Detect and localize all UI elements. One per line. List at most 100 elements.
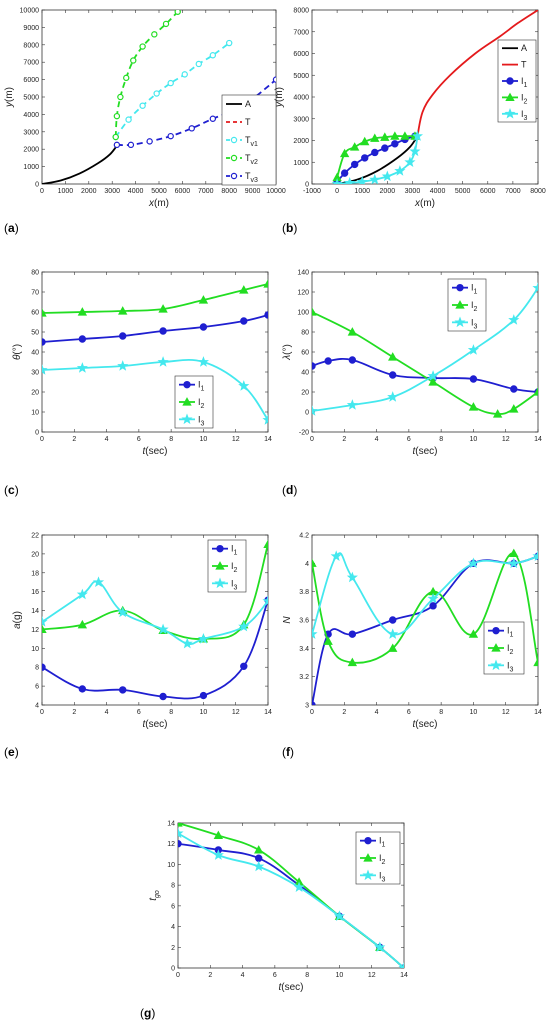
series-line-A <box>42 145 118 184</box>
data-point-I1 <box>348 630 357 638</box>
legend-label-I1: I1 <box>379 836 386 849</box>
data-point-I3 <box>387 628 399 639</box>
series-line-Tv2 <box>114 11 179 138</box>
y-tick-label: 80 <box>301 330 309 337</box>
data-point-I1 <box>264 311 268 319</box>
x-tick-label: 6 <box>407 436 411 443</box>
x-tick-label: 12 <box>232 709 240 716</box>
legend-label-I1: I1 <box>231 544 238 557</box>
panel-label-d: (d) <box>282 483 297 497</box>
data-point-I2 <box>77 307 88 316</box>
legend-marker-I1 <box>183 380 191 389</box>
panel-label-g: (g) <box>140 1006 155 1020</box>
data-point-I1 <box>178 840 182 848</box>
data-point-I1 <box>159 692 167 701</box>
legend-e: I1 I2 I3 <box>207 539 247 593</box>
data-point-I2 <box>350 142 360 151</box>
plot-area-f <box>311 534 539 706</box>
y-tick-label: 4.2 <box>299 533 309 540</box>
data-point-I1 <box>119 332 127 340</box>
y-tick-label: 4 <box>171 924 175 931</box>
data-point-I3 <box>253 860 265 872</box>
data-point-I3 <box>76 588 88 600</box>
data-point-I1 <box>340 169 349 177</box>
y-tick-label: 3000 <box>293 116 309 123</box>
data-point-I2 <box>42 624 47 634</box>
data-point-I3 <box>42 616 48 627</box>
data-point-I1 <box>350 160 359 169</box>
data-point-Tv1 <box>209 52 217 59</box>
data-point-I1 <box>389 371 397 379</box>
series-group-c <box>42 279 268 425</box>
data-point-I2 <box>380 132 390 141</box>
legend-label-Tv3: Tv3 <box>245 171 258 184</box>
x-tick-label: 8 <box>169 436 173 443</box>
data-point-Tv1 <box>153 90 160 97</box>
x-axis-label: t(sec) <box>142 446 167 457</box>
y-axis-label: θ(°) <box>12 344 23 360</box>
y-tick-label: 4000 <box>293 95 309 102</box>
legend-label-A: A <box>521 43 527 53</box>
data-point-Tv2 <box>162 20 170 28</box>
data-point-Tv3 <box>188 125 195 132</box>
legend-label-I2: I2 <box>521 92 528 105</box>
x-tick-label: 5000 <box>455 188 471 195</box>
data-point-Tv3 <box>113 141 121 149</box>
y-tick-label: 3 <box>305 703 309 710</box>
legend-marker-I1 <box>364 836 372 845</box>
y-tick-label: 12 <box>31 627 39 634</box>
data-point-I1 <box>42 663 46 671</box>
data-point-I3 <box>92 576 105 587</box>
x-tick-label: 4000 <box>430 188 446 195</box>
x-tick-label: 4 <box>105 436 109 443</box>
y-axis-label: N <box>282 616 293 624</box>
data-point-I1 <box>312 362 316 370</box>
y-tick-label: 70 <box>31 290 39 297</box>
x-tick-label: 2000 <box>380 188 396 195</box>
y-tick-label: 0 <box>305 410 309 417</box>
data-point-I1 <box>391 140 399 148</box>
x-tick-label: 8 <box>439 709 443 716</box>
data-point-Tv3 <box>209 115 217 122</box>
data-point-I3 <box>344 177 356 184</box>
x-tick-label: 2 <box>208 972 212 979</box>
y-axis-label: y(m) <box>4 87 15 108</box>
legend-label-I2: I2 <box>198 397 205 410</box>
data-point-I3 <box>532 282 538 293</box>
chart-panel-e: 0 2 4 6 8 10 12 14 4 6 8 10 12 14 16 18 20 22 t(sec) a(g) I1… <box>4 533 272 760</box>
data-point-I1 <box>312 701 316 705</box>
data-point-Tv1 <box>195 60 202 68</box>
chart-panel-a: 0 1000 2000 3000 4000 5000 6000 7000 8000 9000 100… <box>4 8 286 236</box>
data-point-I3 <box>117 360 129 371</box>
series-line-T <box>416 10 538 137</box>
legend-marker-I2 <box>491 643 501 652</box>
data-point-I2 <box>390 131 400 140</box>
data-point-I2 <box>213 830 224 840</box>
legend-marker-I2 <box>182 397 192 406</box>
y-tick-label: 14 <box>167 821 175 828</box>
legend-g: I1 I2 I3 <box>355 831 401 885</box>
chart-panel-f: 0 2 4 6 8 10 12 1433.23.43.63.844.2t(sec)NI1I2I… <box>282 533 542 760</box>
x-tick-label: 2 <box>342 436 346 443</box>
y-tick-label: 9000 <box>23 25 39 32</box>
x-tick-label: 8 <box>305 972 309 979</box>
data-point-I2 <box>263 539 268 549</box>
y-tick-label: 60 <box>301 350 309 357</box>
x-tick-label: 4000 <box>128 188 144 195</box>
x-tick-label: 12 <box>368 972 376 979</box>
data-point-I3 <box>181 637 193 649</box>
x-tick-label: 0 <box>40 188 44 195</box>
data-point-I3 <box>157 623 169 635</box>
data-point-Tv1 <box>181 71 188 78</box>
data-point-Tv1 <box>167 79 174 87</box>
x-tick-label: 6 <box>137 709 141 716</box>
data-point-I3 <box>42 364 48 375</box>
y-tick-label: 7000 <box>293 29 309 36</box>
y-tick-label: 8000 <box>293 8 309 15</box>
data-point-I1 <box>42 338 46 346</box>
x-tick-label: 2 <box>72 709 76 716</box>
x-tick-label: 5000 <box>151 188 167 195</box>
x-tick-label: 8000 <box>530 188 546 195</box>
y-tick-label: 6 <box>35 684 39 691</box>
legend-marker-I1 <box>492 626 500 635</box>
